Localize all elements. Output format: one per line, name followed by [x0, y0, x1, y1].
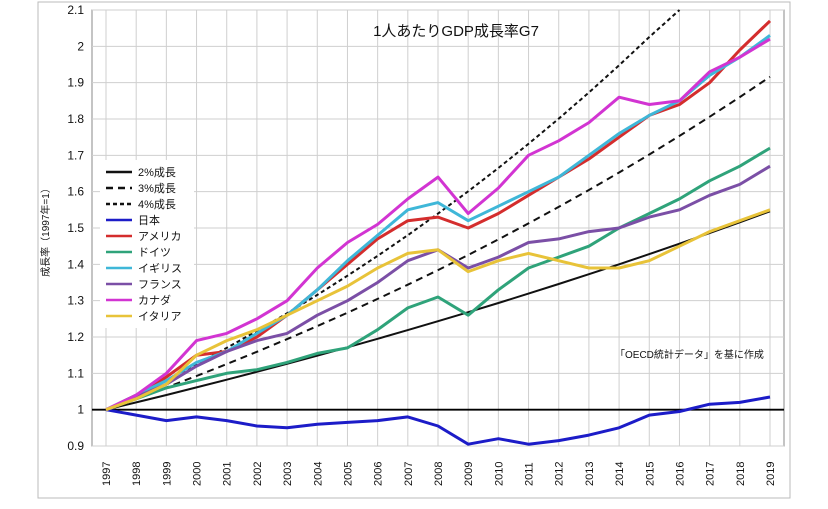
legend-label: アメリカ: [138, 230, 181, 243]
series-lines: [105, 9, 772, 446]
y-tick-label: 1.8: [67, 112, 84, 126]
x-tick-label: 2015: [644, 462, 656, 486]
x-tick-label: 2009: [463, 462, 475, 486]
x-tick-label: 2017: [705, 462, 717, 486]
x-tick-label: 2001: [222, 462, 234, 486]
source-note: 「OECD統計データ」を基に作成: [615, 348, 764, 361]
legend-label: 4%成長: [138, 198, 176, 211]
y-tick-label: 2: [77, 39, 84, 53]
y-tick-label: 0.9: [67, 439, 84, 453]
legend-label: 2%成長: [138, 166, 176, 179]
y-tick-label: 1.6: [67, 185, 84, 199]
legend-label: フランス: [138, 279, 182, 291]
x-tick-label: 2000: [192, 462, 204, 486]
legend-label: カナダ: [138, 293, 171, 307]
x-tick-label: 2010: [493, 462, 505, 486]
x-tick-label: 2016: [674, 462, 686, 486]
legend-label: ドイツ: [138, 247, 171, 259]
x-tick-label: 2002: [252, 462, 264, 486]
series-line: [105, 75, 771, 411]
x-tick-label: 2013: [584, 462, 596, 486]
series-line: [105, 37, 771, 412]
x-tick-label: 1999: [161, 462, 173, 486]
legend-label: 日本: [138, 213, 160, 227]
x-tick-label: 2008: [433, 462, 445, 486]
x-tick-label: 2004: [312, 462, 324, 486]
series-line: [105, 395, 771, 446]
x-tick-label: 1998: [131, 462, 143, 486]
x-tick-label: 2018: [735, 462, 747, 486]
chart-title: 1人あたりGDP成長率G7: [373, 23, 539, 40]
y-tick-label: 2.1: [67, 3, 84, 17]
x-tick-label: 2014: [614, 462, 626, 486]
x-tick-label: 2005: [342, 462, 354, 486]
y-tick-label: 1.9: [67, 76, 84, 90]
series-line: [105, 146, 771, 412]
y-tick-label: 1.7: [67, 148, 84, 162]
y-tick-label: 1: [77, 403, 84, 417]
x-tick-label: 2006: [373, 462, 385, 486]
x-tick-label: 2011: [524, 462, 536, 486]
grid: [91, 9, 785, 447]
x-tick-label: 2007: [403, 462, 415, 486]
x-tick-label: 2019: [765, 462, 777, 486]
y-tick-label: 1.2: [67, 330, 84, 344]
y-tick-label: 1.3: [67, 294, 84, 308]
y-axis-label: 成長率（1997年=1）: [39, 183, 52, 277]
legend-label: イタリア: [138, 310, 182, 323]
x-tick-label: 2003: [282, 462, 294, 486]
axes: 0.9 1 1.1 1.2 1.3 1.4 1.5 1.6 1.7 1.8 1.9 2 2.1 1997 1…: [67, 3, 784, 486]
legend-label: 3%成長: [138, 182, 176, 195]
x-tick-label: 2012: [554, 462, 566, 486]
legend-label: イギリス: [138, 262, 182, 275]
y-tick-label: 1.4: [67, 257, 84, 271]
series-line: [105, 210, 771, 411]
x-tick-label: 1997: [101, 462, 113, 486]
y-tick-label: 1.1: [67, 366, 84, 380]
series-line: [105, 208, 771, 412]
y-tick-label: 1.5: [67, 221, 84, 235]
